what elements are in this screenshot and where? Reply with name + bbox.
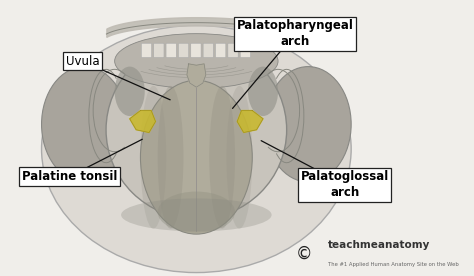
Ellipse shape [158,192,235,233]
Ellipse shape [227,86,252,229]
FancyBboxPatch shape [154,43,164,57]
Ellipse shape [248,67,278,116]
Text: ©: © [296,244,312,262]
Polygon shape [130,111,155,132]
Text: Palatopharyngeal
arch: Palatopharyngeal arch [237,19,354,48]
Polygon shape [187,64,206,87]
Text: Uvula: Uvula [65,55,99,68]
Ellipse shape [140,80,252,234]
Ellipse shape [106,41,287,219]
Ellipse shape [265,67,351,182]
Ellipse shape [115,67,145,116]
Ellipse shape [42,25,351,273]
Ellipse shape [140,86,166,229]
Text: The #1 Applied Human Anatomy Site on the Web: The #1 Applied Human Anatomy Site on the… [328,262,458,267]
FancyBboxPatch shape [191,43,201,57]
Text: teachmeanatomy: teachmeanatomy [328,240,430,250]
Ellipse shape [209,86,235,229]
Ellipse shape [121,198,272,231]
FancyBboxPatch shape [203,43,213,57]
Polygon shape [237,111,263,132]
Text: Palatine tonsil: Palatine tonsil [22,170,117,183]
Text: Palatoglossal
arch: Palatoglossal arch [301,170,389,199]
Ellipse shape [42,67,128,182]
FancyBboxPatch shape [166,43,176,57]
Ellipse shape [158,86,183,229]
FancyBboxPatch shape [178,43,189,57]
FancyBboxPatch shape [228,43,238,57]
FancyBboxPatch shape [216,43,226,57]
FancyBboxPatch shape [240,43,251,57]
Ellipse shape [115,34,278,89]
FancyBboxPatch shape [141,43,152,57]
